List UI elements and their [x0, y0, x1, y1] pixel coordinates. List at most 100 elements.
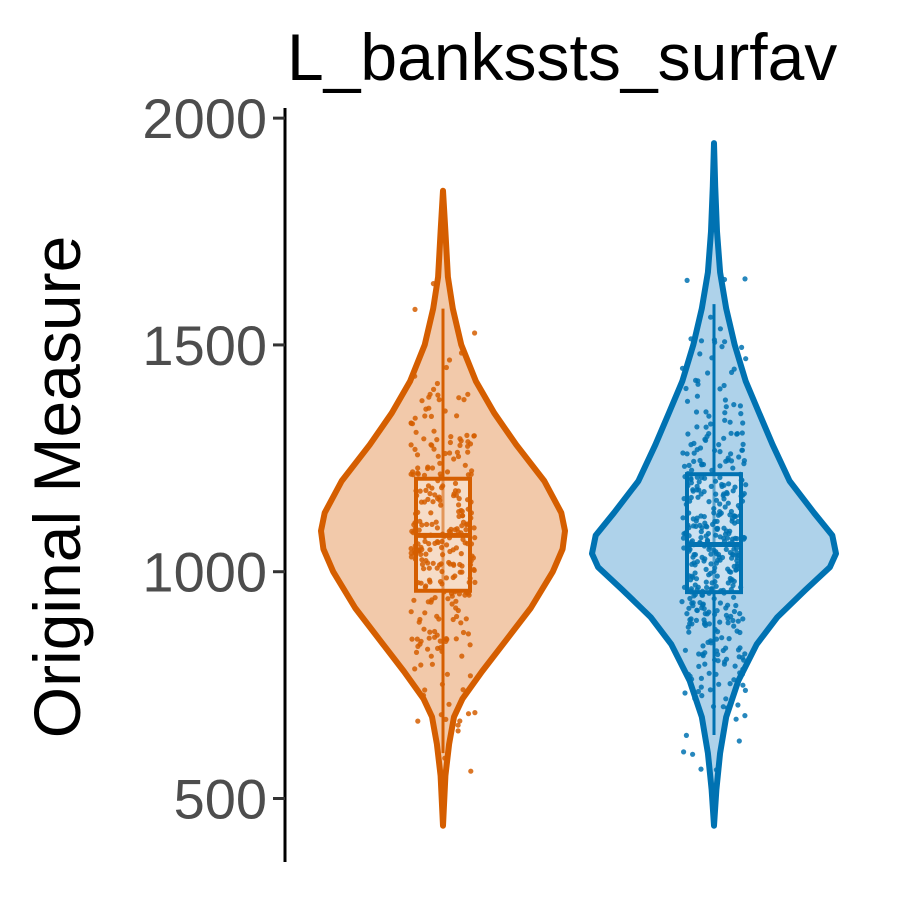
data-point — [718, 588, 724, 594]
data-point — [737, 611, 743, 617]
data-point — [738, 584, 744, 590]
data-point — [706, 621, 713, 627]
data-point — [685, 431, 691, 437]
data-point — [731, 608, 738, 615]
data-point — [698, 766, 704, 772]
data-point — [461, 397, 467, 403]
data-point — [740, 666, 746, 672]
data-point — [723, 458, 729, 464]
data-point — [693, 377, 699, 383]
data-point — [700, 651, 706, 657]
data-point — [413, 488, 419, 494]
data-point — [419, 546, 425, 553]
data-point — [409, 636, 415, 642]
data-point — [428, 510, 434, 516]
data-point — [435, 453, 441, 459]
data-point — [717, 619, 723, 625]
data-point — [434, 539, 440, 545]
data-point — [435, 645, 441, 652]
data-point — [702, 620, 708, 626]
data-point — [735, 702, 741, 708]
data-point — [680, 535, 687, 541]
data-point — [720, 704, 726, 710]
data-point — [731, 677, 737, 683]
data-point — [418, 638, 424, 644]
data-point — [438, 712, 444, 718]
data-point — [694, 587, 700, 593]
data-point — [741, 534, 747, 541]
data-point — [723, 528, 730, 534]
data-point — [700, 643, 706, 649]
data-point — [737, 471, 743, 477]
data-point — [696, 479, 702, 485]
data-point — [688, 476, 694, 483]
data-point — [447, 439, 453, 446]
data-point — [453, 605, 459, 611]
data-point — [737, 645, 743, 651]
data-point — [421, 472, 428, 478]
data-point — [437, 460, 443, 466]
data-point — [715, 629, 721, 635]
data-point — [728, 569, 734, 575]
data-point — [693, 409, 700, 415]
data-point — [429, 521, 435, 528]
data-point — [458, 620, 464, 626]
data-point — [467, 642, 473, 648]
data-point — [722, 659, 728, 665]
data-point — [731, 594, 737, 600]
data-point — [703, 424, 709, 430]
data-point — [446, 701, 452, 707]
data-point — [439, 568, 445, 575]
data-point — [731, 402, 737, 408]
data-point — [432, 492, 438, 498]
data-point — [723, 645, 729, 651]
data-point — [466, 579, 472, 586]
data-point — [439, 485, 445, 491]
data-point — [417, 518, 423, 524]
data-point — [412, 446, 418, 452]
data-point — [681, 531, 687, 537]
data-point — [705, 370, 711, 376]
data-point — [735, 518, 741, 525]
data-point — [698, 535, 704, 541]
data-point — [692, 570, 698, 576]
data-point — [713, 491, 719, 497]
data-point — [443, 716, 449, 723]
data-point — [717, 326, 724, 332]
data-point — [697, 600, 703, 606]
data-point — [725, 620, 731, 626]
data-point — [681, 545, 687, 551]
data-point — [422, 610, 428, 616]
data-point — [730, 465, 736, 471]
data-point — [468, 515, 474, 521]
data-point — [719, 481, 725, 488]
data-point — [465, 506, 471, 512]
data-point — [453, 636, 459, 642]
data-point — [729, 577, 735, 583]
data-point — [451, 456, 457, 462]
data-point — [694, 393, 701, 399]
data-point — [733, 602, 739, 609]
y-tick-label: 500 — [174, 768, 267, 831]
data-point — [713, 671, 719, 677]
data-point — [426, 394, 432, 400]
data-point — [454, 449, 460, 455]
data-point — [435, 478, 441, 484]
data-point — [468, 510, 474, 516]
data-point — [730, 488, 736, 494]
data-point — [455, 728, 461, 734]
data-point — [456, 395, 462, 401]
data-point — [731, 623, 737, 629]
data-point — [411, 369, 417, 375]
data-point — [416, 527, 422, 533]
data-point — [459, 508, 465, 514]
data-point — [703, 566, 709, 573]
data-point — [434, 380, 440, 387]
data-point — [465, 439, 471, 445]
data-point — [687, 621, 693, 627]
data-point — [426, 541, 432, 547]
data-point — [697, 351, 703, 357]
data-point — [414, 636, 420, 642]
data-point — [411, 597, 417, 603]
data-point — [681, 584, 688, 590]
